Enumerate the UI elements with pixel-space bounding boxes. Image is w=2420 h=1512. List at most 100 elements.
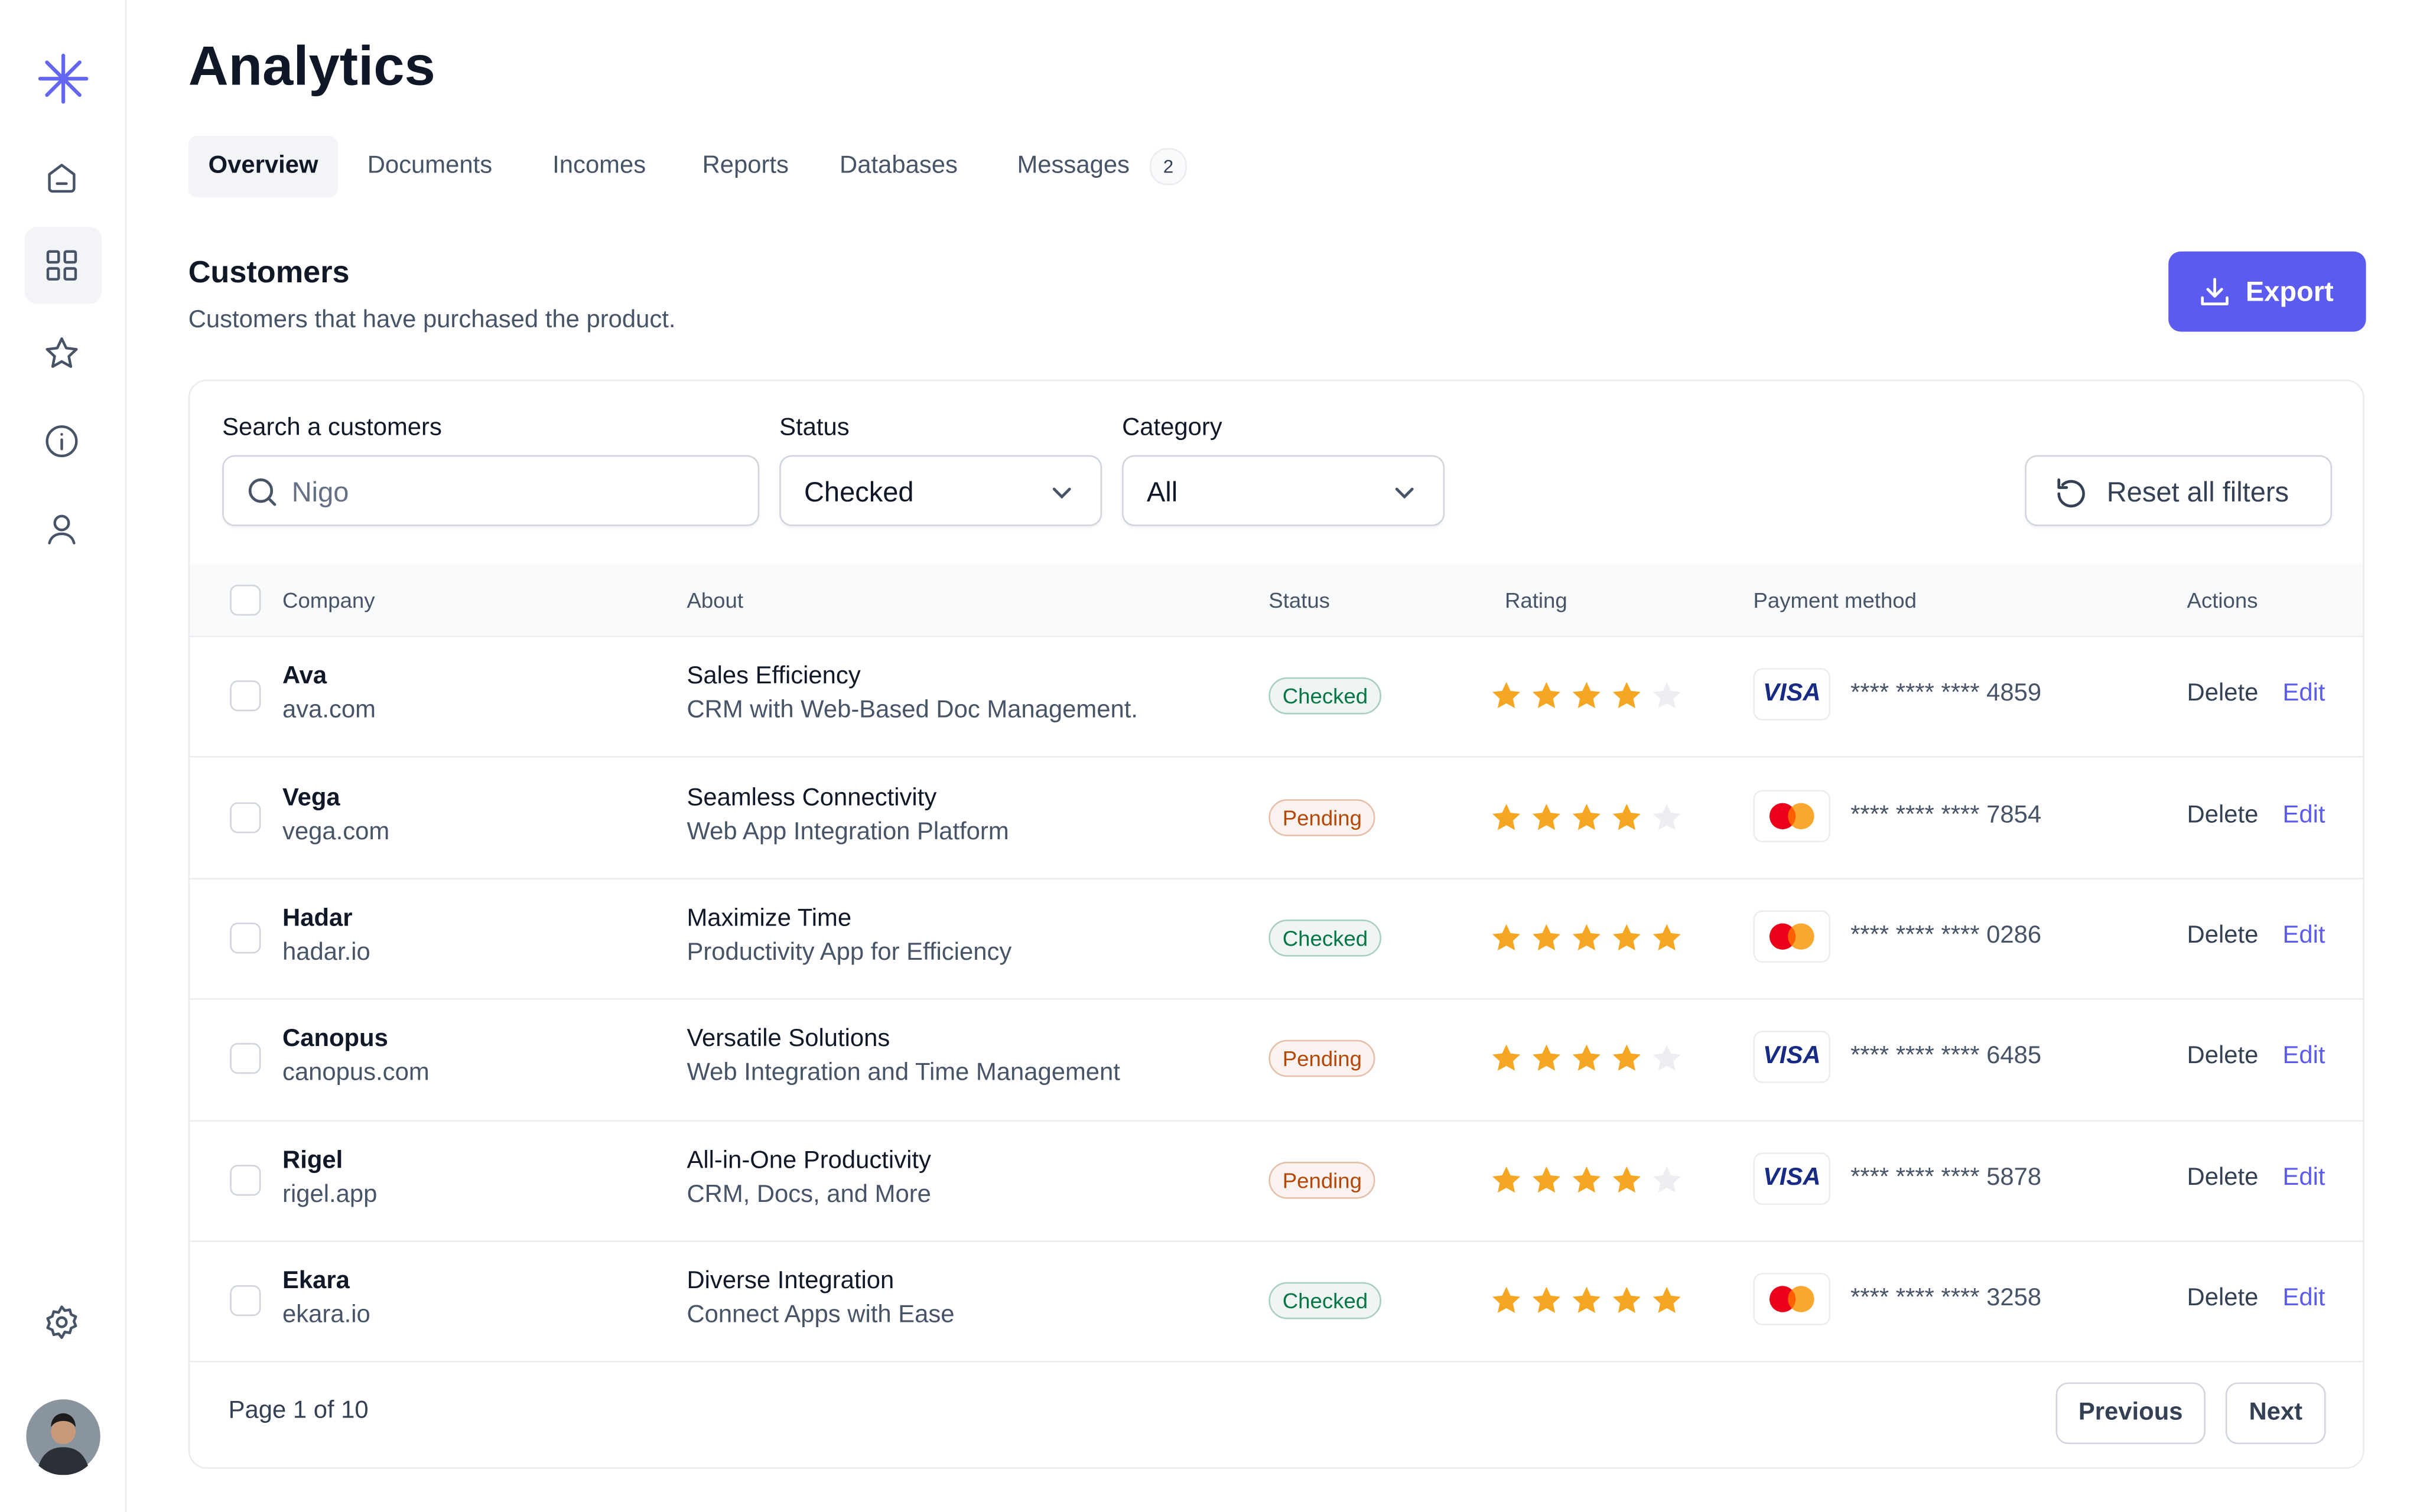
tab[interactable]: Incomes xyxy=(552,152,646,180)
export-label: Export xyxy=(2245,276,2334,307)
tab[interactable]: Documents xyxy=(367,152,493,180)
company-name: Rigel xyxy=(282,1147,343,1174)
table-header xyxy=(190,563,2363,637)
card-number: **** **** **** 0286 xyxy=(1850,923,2042,949)
download-icon xyxy=(2201,278,2229,305)
star xyxy=(1492,1287,1521,1314)
delete-button[interactable]: Delete xyxy=(2187,1164,2259,1191)
star xyxy=(1572,1166,1601,1192)
delete-button[interactable]: Delete xyxy=(2187,1043,2259,1070)
row-divider xyxy=(190,757,2363,758)
reset-button[interactable]: Reset all filters xyxy=(2025,455,2333,526)
status-badge: Pending xyxy=(1268,1040,1376,1078)
about-text: CRM, Docs, and More xyxy=(687,1181,931,1208)
edit-button[interactable]: Edit xyxy=(2282,801,2325,828)
about-text: Productivity App for Efficiency xyxy=(687,939,1012,966)
about-title: Diverse Integration xyxy=(687,1268,895,1295)
star xyxy=(1653,1045,1681,1071)
column-header: Actions xyxy=(2187,588,2258,613)
card-logo xyxy=(1753,1273,1831,1326)
star xyxy=(1572,1287,1601,1314)
about-title: All-in-One Productivity xyxy=(687,1147,931,1174)
row-divider xyxy=(190,998,2363,1001)
category-select[interactable]: All xyxy=(1122,455,1445,526)
row-checkbox[interactable] xyxy=(230,1164,261,1195)
about-title: Maximize Time xyxy=(687,905,852,932)
star xyxy=(1532,682,1560,709)
company-name: Hadar xyxy=(282,905,353,932)
table-card xyxy=(188,379,2364,1469)
star xyxy=(1572,803,1601,830)
company-name: Ava xyxy=(282,663,327,690)
edit-button[interactable]: Edit xyxy=(2282,923,2325,949)
star-icon[interactable] xyxy=(43,335,80,372)
company-domain: hadar.io xyxy=(282,939,370,966)
rating-stars xyxy=(1492,1166,1681,1192)
column-header: Status xyxy=(1268,588,1330,613)
card-number: **** **** **** 5878 xyxy=(1850,1164,2042,1191)
star xyxy=(1612,803,1641,830)
tab[interactable]: Databases xyxy=(840,152,958,180)
status-badge: Pending xyxy=(1268,799,1376,836)
column-header: Company xyxy=(282,588,375,613)
delete-button[interactable]: Delete xyxy=(2187,801,2259,828)
edit-button[interactable]: Edit xyxy=(2282,1043,2325,1070)
tab[interactable]: Reports xyxy=(702,152,789,180)
row-checkbox[interactable] xyxy=(230,1043,261,1075)
star xyxy=(1653,803,1681,830)
status-badge: Pending xyxy=(1268,1161,1376,1199)
star xyxy=(1532,1166,1560,1192)
edit-button[interactable]: Edit xyxy=(2282,1285,2325,1312)
company-domain: rigel.app xyxy=(282,1181,378,1208)
row-checkbox[interactable] xyxy=(230,1285,261,1317)
row-checkbox[interactable] xyxy=(230,923,261,954)
info-icon[interactable] xyxy=(43,423,80,460)
about-title: Seamless Connectivity xyxy=(687,784,937,811)
row-checkbox[interactable] xyxy=(230,801,261,833)
row-checkbox[interactable] xyxy=(230,680,261,712)
star xyxy=(1572,1045,1601,1071)
user-icon[interactable] xyxy=(43,511,80,548)
section-subtitle: Customers that have purchased the produc… xyxy=(188,307,676,334)
tab[interactable]: Messages xyxy=(1017,152,1130,180)
active-nav xyxy=(24,227,102,304)
previous-button[interactable]: Previous xyxy=(2055,1382,2206,1445)
avatar[interactable] xyxy=(25,1398,102,1475)
logo[interactable] xyxy=(37,53,90,105)
reset-label: Reset all filters xyxy=(2106,477,2289,508)
search-icon xyxy=(248,478,277,506)
export-button[interactable]: Export xyxy=(2168,251,2366,332)
status-select[interactable]: Checked xyxy=(779,455,1102,526)
about-title: Sales Efficiency xyxy=(687,663,861,690)
card-logo: VISA xyxy=(1753,668,1831,721)
sidebar xyxy=(0,0,127,1512)
search-input[interactable]: Nigo xyxy=(222,455,760,526)
edit-button[interactable]: Edit xyxy=(2282,680,2325,707)
edit-button[interactable]: Edit xyxy=(2282,1164,2325,1191)
settings-icon[interactable] xyxy=(43,1304,80,1341)
star xyxy=(1612,1287,1641,1314)
card-logo: VISA xyxy=(1753,1031,1831,1084)
status-label: Status xyxy=(779,415,850,442)
star xyxy=(1612,682,1641,709)
about-text: Connect Apps with Ease xyxy=(687,1302,955,1329)
company-name: Vega xyxy=(282,784,340,811)
card-logo xyxy=(1753,789,1831,842)
delete-button[interactable]: Delete xyxy=(2187,680,2259,707)
section-title: Customers xyxy=(188,256,350,291)
column-header: Rating xyxy=(1504,588,1567,613)
delete-button[interactable]: Delete xyxy=(2187,1285,2259,1312)
dashboard-icon[interactable] xyxy=(43,247,80,284)
tab-badge: 2 xyxy=(1150,148,1187,185)
about-text: Web App Integration Platform xyxy=(687,819,1009,845)
company-domain: canopus.com xyxy=(282,1060,430,1087)
delete-button[interactable]: Delete xyxy=(2187,923,2259,949)
tab[interactable]: Overview xyxy=(188,135,339,198)
select-all-checkbox[interactable] xyxy=(230,585,261,616)
home-icon[interactable] xyxy=(43,159,80,196)
rating-stars xyxy=(1492,1287,1681,1314)
star xyxy=(1653,924,1681,951)
next-button[interactable]: Next xyxy=(2225,1382,2326,1445)
star xyxy=(1612,1166,1641,1192)
row-divider xyxy=(190,1119,2363,1122)
